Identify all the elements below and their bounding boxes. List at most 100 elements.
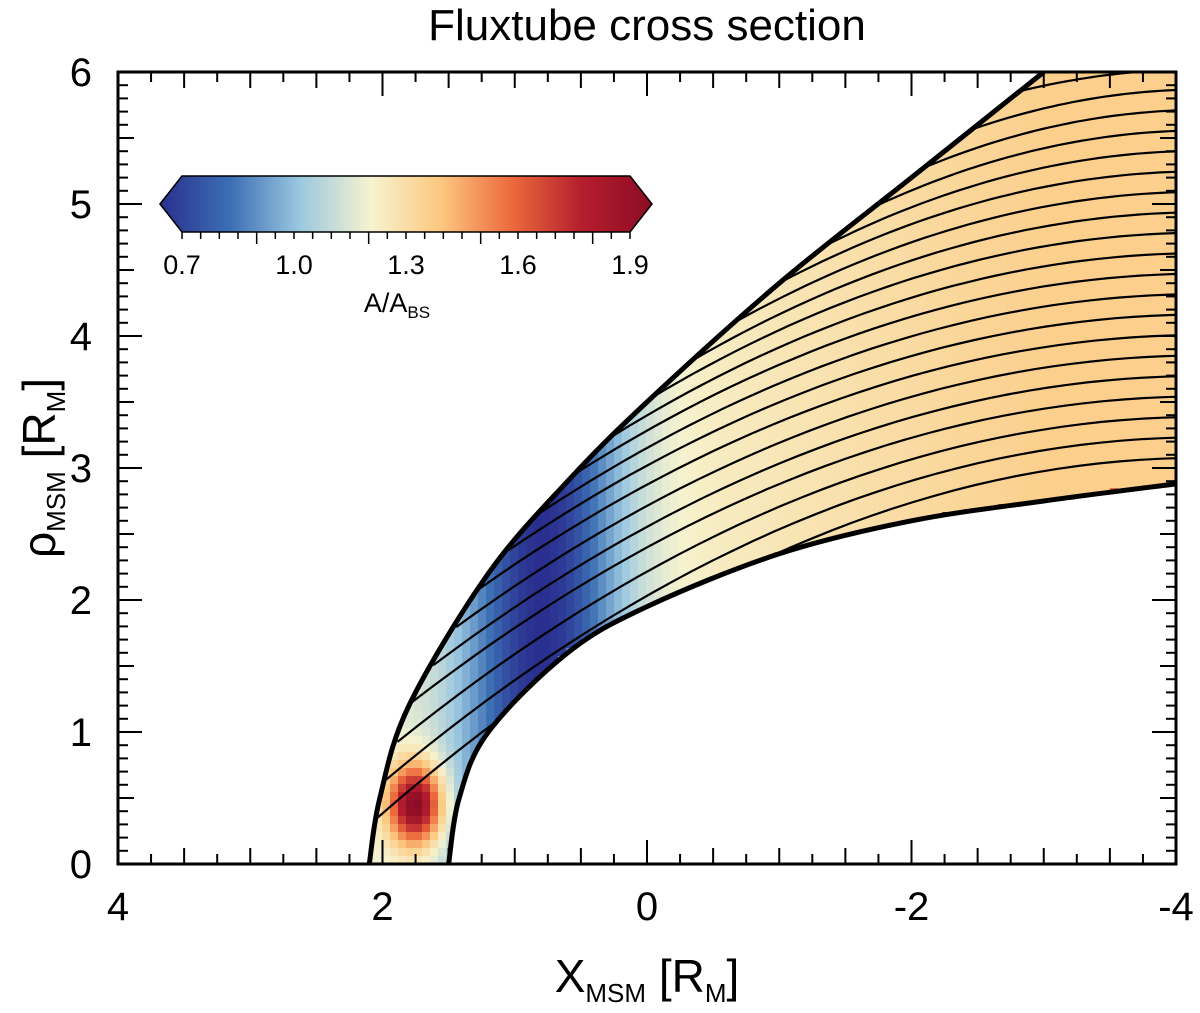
ribbon-cell [678, 560, 687, 569]
ribbon-cell [622, 536, 631, 545]
outer-boundary [366, 72, 1046, 864]
ribbon-cell [1030, 112, 1039, 121]
ribbon-cell [1054, 360, 1063, 369]
ribbon-cell [758, 400, 767, 409]
ribbon-cell [894, 288, 903, 297]
ribbon-cell [758, 552, 767, 561]
ribbon-cell [430, 704, 439, 713]
ribbon-cell [886, 368, 895, 377]
ribbon-cell [966, 224, 975, 233]
ribbon-cell [414, 792, 423, 801]
ribbon-cell [558, 472, 567, 481]
ribbon-cell [1014, 304, 1023, 313]
ribbon-cell [958, 368, 967, 377]
ribbon-cell [1142, 424, 1151, 433]
ribbon-cell [462, 704, 471, 713]
ribbon-cell [1054, 264, 1063, 273]
ribbon-cell [686, 560, 695, 569]
ribbon-cell [1102, 272, 1111, 281]
ribbon-cell [1022, 88, 1031, 97]
ribbon-cell [990, 240, 999, 249]
ribbon-cell [1094, 256, 1103, 265]
ribbon-cell [966, 288, 975, 297]
ribbon-cell [518, 624, 527, 633]
ribbon-cell [1070, 112, 1079, 121]
ribbon-cell [982, 272, 991, 281]
ribbon-cell [798, 472, 807, 481]
ribbon-cell [1046, 128, 1055, 137]
ribbon-cell [878, 496, 887, 505]
ribbon-cell [518, 656, 527, 665]
ribbon-cell [630, 592, 639, 601]
ribbon-cell [398, 832, 407, 841]
ribbon-cell [742, 368, 751, 377]
ribbon-cell [862, 504, 871, 513]
ribbon-cell [486, 624, 495, 633]
ribbon-cell [398, 816, 407, 825]
ribbon-cell [374, 840, 383, 849]
ribbon-cell [854, 504, 863, 513]
ribbon-cell [982, 472, 991, 481]
ribbon-cell [494, 656, 503, 665]
ribbon-cell [742, 408, 751, 417]
ribbon-cell [1070, 336, 1079, 345]
ribbon-cell [862, 520, 871, 529]
ribbon-cell [1126, 104, 1135, 113]
ribbon-cell [694, 440, 703, 449]
ribbon-cell [1070, 464, 1079, 473]
ribbon-cell [1070, 352, 1079, 361]
ribbon-cell [1110, 216, 1119, 225]
ribbon-cell [878, 440, 887, 449]
ribbon-cell [926, 184, 935, 193]
ribbon-cell [1086, 416, 1095, 425]
ribbon-cell [1070, 208, 1079, 217]
ribbon-cell [1126, 120, 1135, 129]
ribbon-cell [942, 336, 951, 345]
ribbon-cell [886, 416, 895, 425]
ribbon-cell [886, 352, 895, 361]
ribbon-cell [966, 472, 975, 481]
ribbon-cell [430, 664, 439, 673]
ribbon-cell [1118, 408, 1127, 417]
ribbon-cell [966, 480, 975, 489]
ribbon-cell [750, 384, 759, 393]
ribbon-cell [1150, 296, 1159, 305]
ribbon-cell [454, 624, 463, 633]
ribbon-cell [542, 624, 551, 633]
ribbon-cell [438, 680, 447, 689]
ribbon-cell [686, 472, 695, 481]
ribbon-cell [990, 424, 999, 433]
ribbon-cell [646, 464, 655, 473]
ribbon-cell [1086, 320, 1095, 329]
ribbon-cell [974, 200, 983, 209]
ribbon-cell [1006, 104, 1015, 113]
ribbon-cell [790, 472, 799, 481]
ribbon-cell [846, 240, 855, 249]
ribbon-cell [950, 272, 959, 281]
ribbon-cell [446, 760, 455, 769]
ribbon-cell [742, 360, 751, 369]
ribbon-cell [1062, 456, 1071, 465]
ribbon-cell [806, 488, 815, 497]
ribbon-cell [622, 528, 631, 537]
ribbon-cell [862, 496, 871, 505]
ribbon-cell [1006, 440, 1015, 449]
ribbon-cell [918, 312, 927, 321]
ribbon-cell [854, 320, 863, 329]
ribbon-cell [1126, 168, 1135, 177]
ribbon-cell [1102, 304, 1111, 313]
ribbon-cell [1086, 424, 1095, 433]
ribbon-cell [798, 336, 807, 345]
ribbon-cell [846, 416, 855, 425]
ribbon-cell [1094, 328, 1103, 337]
ribbon-cell [422, 824, 431, 833]
ribbon-cell [438, 808, 447, 817]
ribbon-cell [918, 464, 927, 473]
ribbon-cell [566, 560, 575, 569]
ribbon-cell [798, 280, 807, 289]
ribbon-cell [894, 472, 903, 481]
ribbon-cell [1158, 280, 1167, 289]
ribbon-cell [838, 272, 847, 281]
ribbon-cell [582, 520, 591, 529]
ribbon-cell [1094, 368, 1103, 377]
